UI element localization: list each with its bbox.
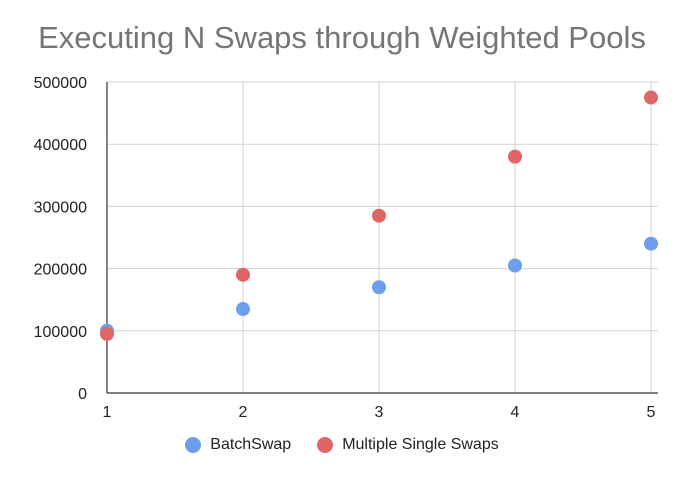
x-tick-label: 3 (375, 404, 384, 421)
point-batchswap (236, 302, 250, 317)
legend-label-multiple-single-swaps: Multiple Single Swaps (342, 436, 499, 453)
x-tick-label: 1 (103, 404, 112, 421)
axes (106, 82, 658, 394)
point-multiple-single-swaps (372, 208, 386, 223)
tick-labels: 0 100000 200000 300000 400000 500000 1 2 3 4 5 (34, 75, 656, 421)
point-multiple-single-swaps (100, 326, 114, 341)
data-points (100, 90, 658, 341)
y-tick-label: 0 (78, 386, 87, 403)
point-multiple-single-swaps (236, 267, 250, 282)
y-tick-label: 400000 (34, 137, 87, 154)
x-tick-label: 2 (239, 404, 248, 421)
y-tick-label: 200000 (34, 262, 87, 279)
legend-marker-batchswap (185, 437, 202, 453)
chart-title: Executing N Swaps through Weighted Pools (38, 20, 646, 55)
legend: BatchSwap Multiple Single Swaps (0, 436, 684, 454)
legend-label-batchswap: BatchSwap (210, 436, 292, 453)
y-tick-label: 500000 (34, 75, 87, 92)
point-multiple-single-swaps (644, 90, 658, 105)
legend-item-multiple-single-swaps: Multiple Single Swaps (317, 436, 499, 454)
y-tick-label: 100000 (34, 324, 87, 341)
legend-item-batchswap: BatchSwap (185, 436, 291, 454)
x-tick-label: 5 (647, 404, 656, 421)
point-batchswap (508, 258, 522, 273)
point-multiple-single-swaps (508, 149, 522, 164)
grid-lines (107, 81, 658, 393)
point-batchswap (372, 280, 386, 295)
legend-marker-multiple-single-swaps (317, 437, 334, 453)
point-batchswap (644, 236, 658, 251)
x-tick-label: 4 (511, 404, 520, 421)
y-tick-label: 300000 (34, 199, 87, 216)
